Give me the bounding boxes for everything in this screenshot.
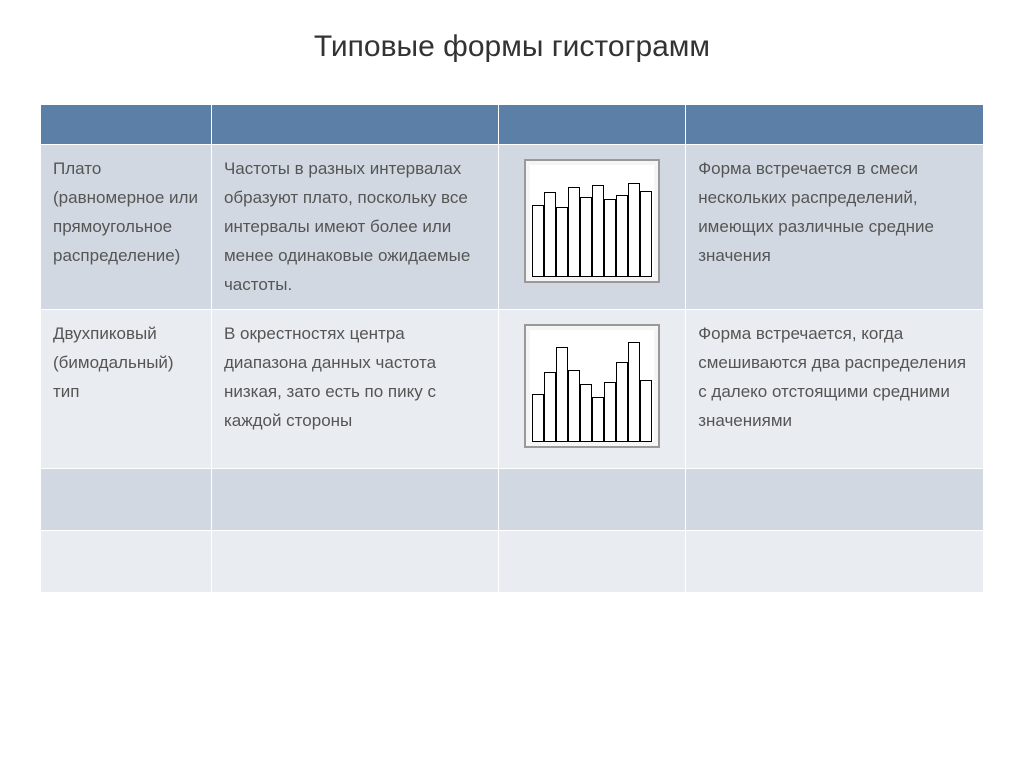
page-title: Типовые формы гистограмм [40,30,984,64]
type-chart-cell [498,310,685,469]
table-row: Плато (равномерное или прямоугольное рас… [41,145,984,310]
type-note: Форма встречается в смеси нескольких рас… [686,145,984,310]
table-row: Двухпиковый (бимодальный) тип В окрестно… [41,310,984,469]
table-row-empty [41,531,984,593]
type-note: Форма встречается, когда смешиваются два… [686,310,984,469]
col-header-1 [41,105,212,145]
type-name: Двухпиковый (бимодальный) тип [41,310,212,469]
col-header-2 [211,105,498,145]
type-chart-cell [498,145,685,310]
col-header-3 [498,105,685,145]
table-row-empty [41,469,984,531]
type-desc: Частоты в разных интервалах образуют пла… [211,145,498,310]
bimodal-histogram [524,324,660,448]
plateau-histogram [524,159,660,283]
type-name: Плато (равномерное или прямоугольное рас… [41,145,212,310]
type-desc: В окрестностях центра диапазона данных ч… [211,310,498,469]
col-header-4 [686,105,984,145]
histogram-types-table: Плато (равномерное или прямоугольное рас… [40,104,984,593]
